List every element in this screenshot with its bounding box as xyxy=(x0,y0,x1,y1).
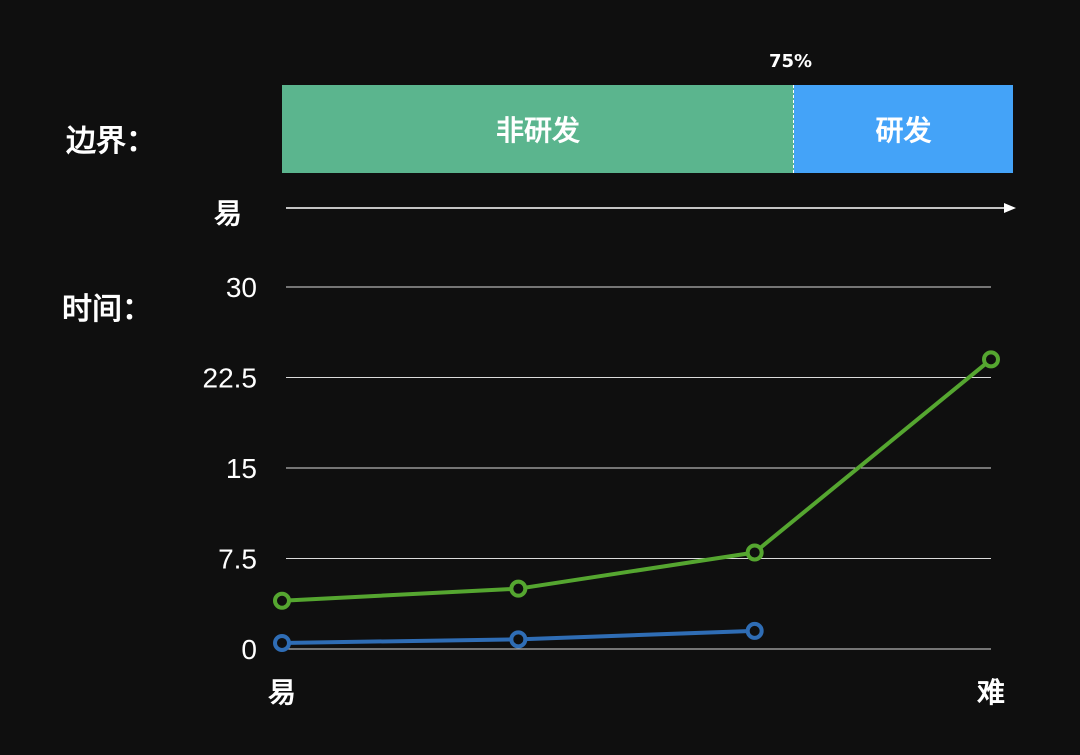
series-line-1 xyxy=(281,357,993,603)
y-tick-label: 15 xyxy=(226,453,257,484)
series-2-point xyxy=(509,630,528,649)
non-rd-segment: 非研发 xyxy=(282,85,794,173)
series-1-point xyxy=(509,579,528,598)
time-label: 时间： xyxy=(62,292,152,327)
y-tick-label: 22.5 xyxy=(203,363,258,394)
series-1-point xyxy=(982,350,1000,369)
series-1-point xyxy=(745,543,764,562)
y-tick-label: 30 xyxy=(226,272,257,303)
boundary-label: 边界： xyxy=(66,124,156,159)
split-percent-label: 75% xyxy=(769,51,813,72)
arrow-start-label: 易 xyxy=(214,197,243,230)
x-axis-start-label: 易 xyxy=(268,676,296,709)
segment-divider xyxy=(793,85,794,173)
series-2-point xyxy=(745,621,764,640)
difficulty-arrow xyxy=(286,203,1016,213)
series-1-point xyxy=(273,591,291,610)
rd-segment: 研发 xyxy=(794,85,1013,173)
y-tick-label: 7.5 xyxy=(218,544,257,575)
y-tick-label: 0 xyxy=(241,634,257,665)
series-2-point xyxy=(273,633,291,652)
x-axis-end-label: 难 xyxy=(976,676,1005,709)
